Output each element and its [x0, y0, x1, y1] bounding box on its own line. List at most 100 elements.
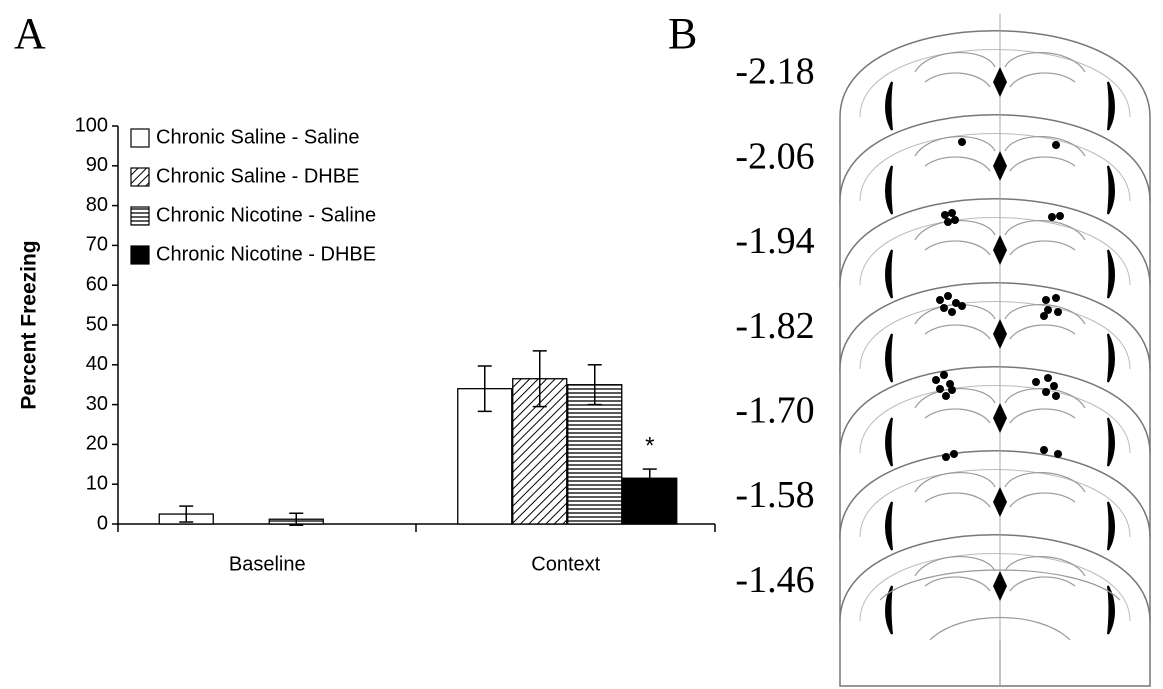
ventricle — [885, 249, 1115, 299]
placement-dot — [942, 392, 950, 400]
ventricle — [993, 235, 1007, 265]
section-cortex — [859, 49, 1131, 118]
section-level: -1.94 — [735, 220, 814, 262]
ventricle — [885, 585, 1115, 635]
placement-dot — [1032, 378, 1040, 386]
ventricle — [993, 403, 1007, 433]
section-level: -2.18 — [735, 51, 814, 93]
hippocampus — [914, 555, 1086, 592]
legend-label: Chronic Saline - Saline — [156, 126, 359, 148]
hippocampus — [914, 387, 1086, 424]
placement-dot — [942, 453, 950, 461]
placement-dot — [958, 138, 966, 146]
y-tick-label: 80 — [86, 194, 108, 216]
placement-dot — [941, 211, 949, 219]
placement-dot — [1048, 213, 1056, 221]
brain-sections — [839, 14, 1151, 687]
y-tick-label: 50 — [86, 313, 108, 335]
section-cortex — [859, 217, 1131, 286]
legend-swatch — [130, 128, 150, 148]
error-bar — [532, 350, 547, 408]
placement-dot — [1052, 294, 1060, 302]
y-tick-label: 20 — [86, 433, 108, 455]
x-tick-label: Context — [531, 553, 600, 575]
legend-label: Chronic Saline - DHBE — [156, 165, 359, 187]
y-tick-label: 30 — [86, 393, 108, 415]
ventricle — [993, 487, 1007, 517]
ventricle — [885, 417, 1115, 467]
placement-dot — [936, 385, 944, 393]
y-tick-label: 60 — [86, 273, 108, 295]
legend-swatch — [130, 167, 150, 187]
ventricle — [993, 571, 1007, 601]
placement-dot — [951, 216, 959, 224]
ventricle — [885, 165, 1115, 215]
placement-dot — [944, 292, 952, 300]
placement-dot — [952, 299, 960, 307]
placement-dot — [932, 376, 940, 384]
hippocampus — [914, 471, 1086, 508]
panel-label: B — [668, 9, 697, 58]
placement-dot — [948, 386, 956, 394]
x-tick-label: Baseline — [229, 553, 306, 575]
y-tick-label: 0 — [97, 512, 108, 534]
placement-dot — [1054, 308, 1062, 316]
legend-label: Chronic Nicotine - DHBE — [156, 243, 376, 265]
error-bar — [179, 505, 194, 523]
ventricle — [885, 81, 1115, 131]
ventricle — [885, 333, 1115, 383]
placement-dot — [950, 450, 958, 458]
y-tick-label: 10 — [86, 472, 108, 494]
error-bar — [587, 364, 602, 406]
placement-dot — [1044, 306, 1052, 314]
placement-dot — [1042, 296, 1050, 304]
placement-dot — [1050, 382, 1058, 390]
brainstem — [879, 569, 1121, 686]
section-cortex — [859, 301, 1131, 370]
placement-dot — [1056, 212, 1064, 220]
placement-dot — [1054, 450, 1062, 458]
ventricle — [993, 151, 1007, 181]
error-bar — [289, 512, 304, 526]
placement-dot — [948, 209, 956, 217]
bar — [567, 384, 623, 525]
y-tick-label: 90 — [86, 154, 108, 176]
panel-label: A — [14, 9, 46, 58]
placement-dot — [1040, 446, 1048, 454]
placement-dot — [958, 302, 966, 310]
y-tick-label: 70 — [86, 234, 108, 256]
section-level: -1.70 — [735, 390, 814, 432]
placement-dot — [1040, 312, 1048, 320]
section-level: -1.46 — [735, 559, 814, 601]
placement-dot — [940, 304, 948, 312]
annotation: * — [645, 432, 654, 459]
section-cortex — [859, 553, 1131, 622]
hippocampus — [914, 135, 1086, 172]
section-cortex — [859, 133, 1131, 202]
y-tick-label: 40 — [86, 353, 108, 375]
placement-dot — [1052, 141, 1060, 149]
placement-dot — [948, 308, 956, 316]
section-cortex — [859, 469, 1131, 538]
section-level: -1.82 — [735, 305, 814, 347]
legend-swatch — [130, 206, 150, 226]
legend-label: Chronic Nicotine - Saline — [156, 204, 376, 226]
section-level: -2.06 — [735, 135, 814, 177]
section-cortex — [859, 385, 1131, 454]
placement-dot — [1052, 392, 1060, 400]
error-bar — [642, 468, 657, 489]
placement-dot — [944, 218, 952, 226]
placement-dot — [936, 296, 944, 304]
ventricle — [993, 67, 1007, 97]
ventricle — [885, 501, 1115, 551]
hippocampus — [914, 51, 1086, 88]
placement-dot — [1042, 388, 1050, 396]
legend-swatch — [130, 245, 150, 265]
y-tick-label: 100 — [75, 114, 108, 136]
error-bar — [477, 365, 492, 413]
y-axis-title: Percent Freezing — [18, 240, 41, 409]
section-level: -1.58 — [735, 474, 814, 516]
placement-dot — [1044, 374, 1052, 382]
ventricle — [993, 319, 1007, 349]
